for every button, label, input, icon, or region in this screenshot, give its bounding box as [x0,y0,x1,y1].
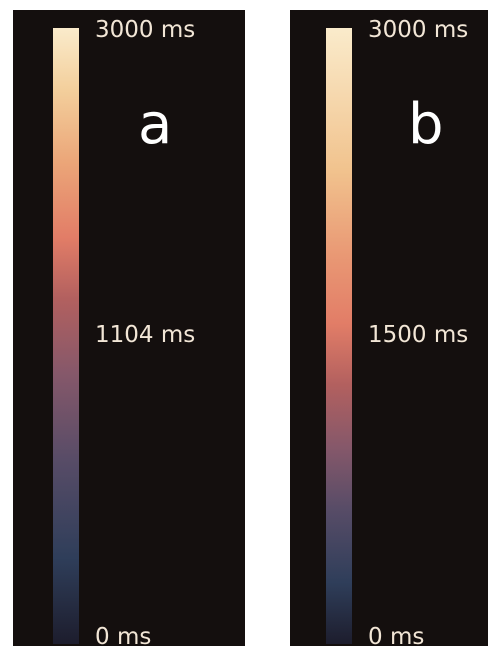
panel-letter-b: b [408,92,444,157]
tick-label-middle-a: 1104 ms [95,322,196,348]
tick-label-top-b: 3000 ms [368,17,469,43]
tick-label-bottom-a: 0 ms [95,624,152,650]
colorbar-panel-b: 3000 ms b 1500 ms 0 ms [290,10,488,650]
panel-letter-a: a [138,92,173,157]
tick-label-top-a: 3000 ms [95,17,196,43]
tick-label-middle-b: 1500 ms [368,322,469,348]
colorbar-panel-a: 3000 ms a 1104 ms 0 ms [13,10,245,650]
tick-label-bottom-b: 0 ms [368,624,425,650]
colorbar-a [53,28,79,644]
colorbar-b [326,28,352,644]
